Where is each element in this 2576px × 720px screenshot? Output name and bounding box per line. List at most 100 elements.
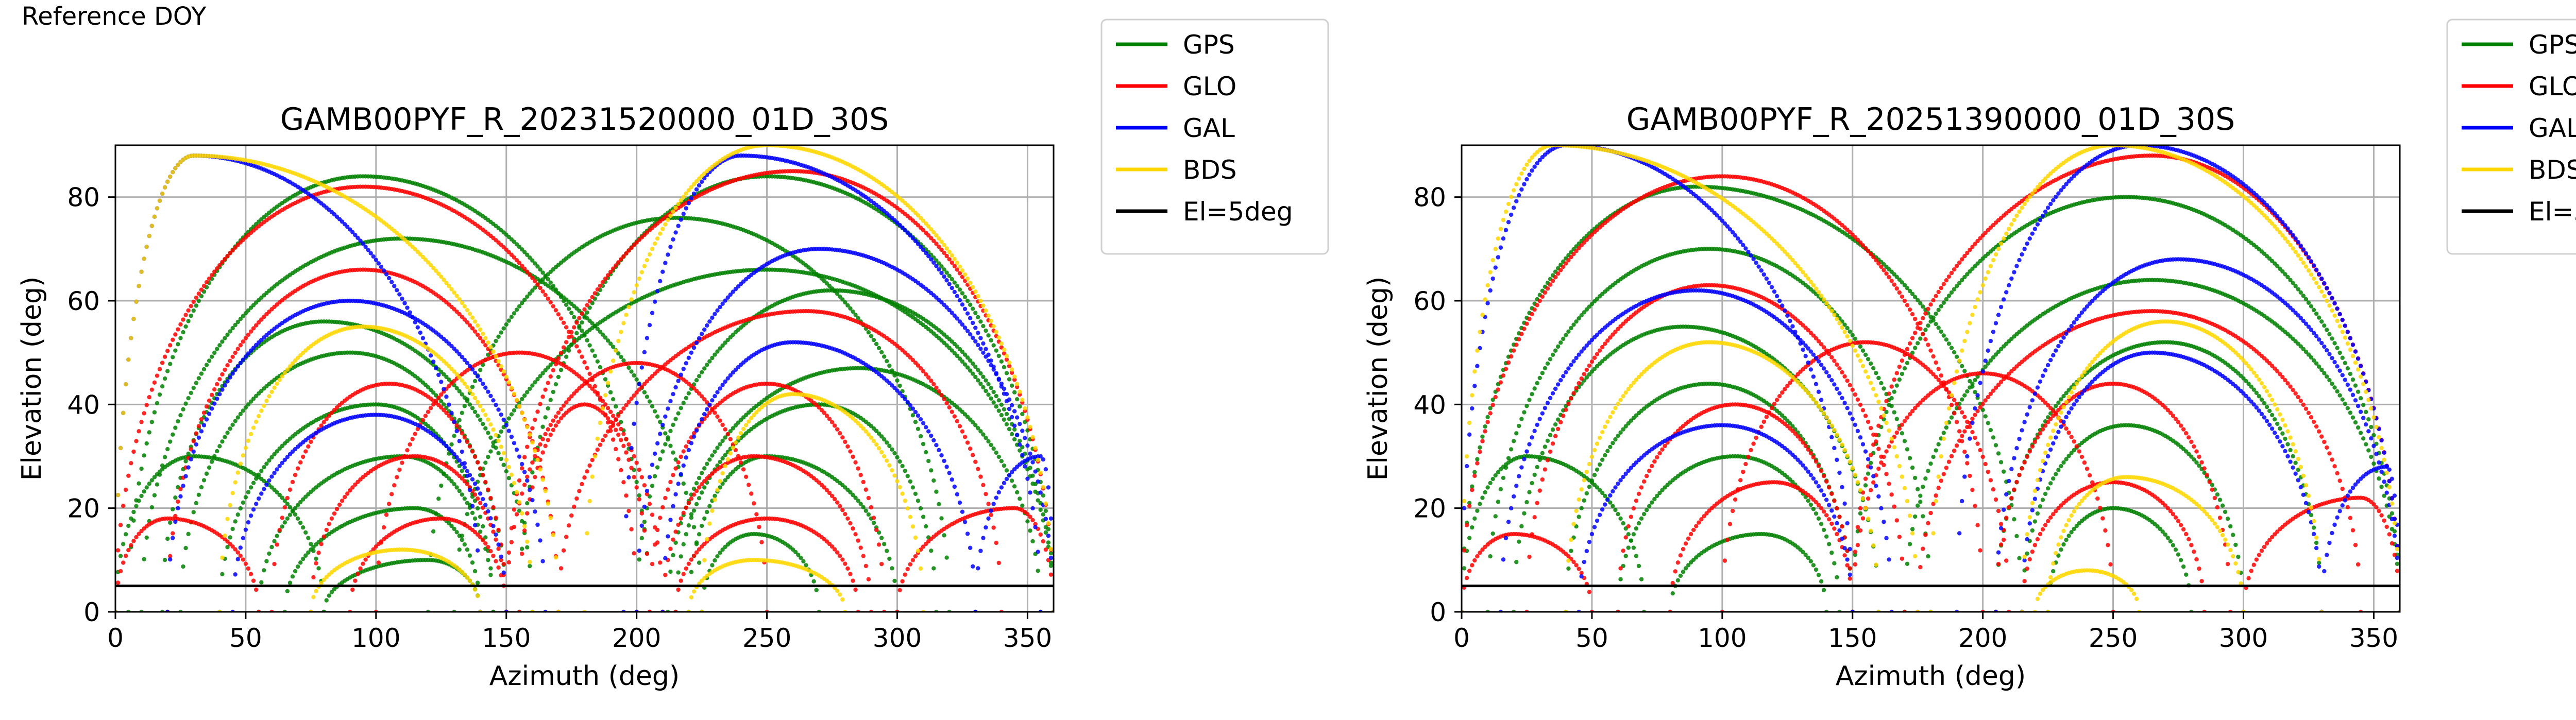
track-point [895, 378, 900, 383]
track-point [251, 396, 256, 401]
track-point [723, 427, 727, 432]
track-point [642, 350, 647, 354]
track-point [947, 471, 952, 475]
track-point [942, 274, 946, 279]
track-point [142, 489, 146, 494]
track-point [454, 485, 459, 490]
track-point [538, 267, 543, 272]
track-point [976, 315, 980, 320]
track-point [984, 525, 988, 530]
track-point [590, 457, 595, 462]
track-point [248, 305, 253, 310]
track-point [472, 379, 478, 384]
track-point [519, 301, 524, 305]
track-point [462, 395, 467, 400]
track-point [999, 485, 1004, 490]
track-point [428, 406, 433, 410]
track-point [723, 435, 727, 440]
track-point [481, 496, 485, 502]
track-point [616, 260, 621, 265]
track-point [1038, 532, 1043, 537]
track-point [152, 380, 157, 385]
track-point [955, 492, 960, 497]
track-point [1033, 469, 1038, 474]
track-point [243, 561, 248, 566]
track-point [282, 505, 287, 510]
track-point [710, 563, 715, 568]
track-point [246, 520, 251, 525]
track-point [642, 390, 647, 395]
track-point [923, 230, 928, 235]
track-point [970, 371, 975, 376]
track-point [663, 442, 668, 447]
track-point [994, 540, 998, 545]
track-point [519, 263, 524, 268]
track-point [684, 566, 688, 571]
track-point [679, 217, 683, 222]
track-point [741, 467, 746, 472]
track-point [1036, 569, 1040, 573]
track-point [882, 437, 887, 442]
track-point [804, 563, 808, 568]
track-point [629, 445, 634, 451]
track-point [616, 457, 621, 461]
track-point [186, 532, 191, 537]
track-point [986, 516, 991, 521]
track-point [1028, 528, 1032, 533]
track-point [944, 465, 949, 469]
track-point [540, 450, 545, 455]
track-point [126, 357, 131, 362]
track-point [147, 430, 151, 435]
track-point [595, 287, 600, 292]
track-point [1020, 453, 1025, 457]
track-point [519, 519, 524, 524]
track-point [650, 512, 655, 517]
track-point [168, 343, 173, 348]
track-point [614, 418, 618, 422]
track-point [316, 551, 321, 555]
track-point [1030, 460, 1035, 465]
track-point [720, 343, 725, 348]
track-point [725, 337, 730, 342]
track-point [605, 273, 611, 278]
track-point [392, 284, 397, 288]
track-point [600, 438, 605, 442]
track-point [684, 361, 688, 366]
track-point [679, 554, 683, 559]
track-point [472, 370, 478, 375]
track-point [991, 367, 996, 372]
track-point [947, 282, 952, 286]
track-point [201, 423, 207, 427]
track-point [454, 386, 459, 390]
track-point [679, 454, 683, 459]
track-point [460, 410, 464, 415]
track-point [215, 382, 219, 387]
track-point [611, 397, 616, 402]
track-point [871, 516, 876, 520]
track-point [257, 414, 261, 419]
track-point [530, 288, 535, 293]
track-point [501, 369, 506, 374]
track-point [991, 525, 996, 530]
track-point [491, 524, 496, 528]
track-point [525, 474, 530, 479]
track-point [853, 587, 858, 592]
track-point [903, 572, 907, 577]
track-point [736, 454, 741, 458]
track-point [137, 429, 141, 434]
track-point [472, 492, 478, 497]
track-point [611, 345, 616, 349]
track-point [449, 410, 454, 416]
track-point [634, 400, 639, 405]
track-point [548, 362, 553, 367]
track-point [460, 300, 464, 305]
track-point [155, 482, 160, 487]
track-point [913, 420, 918, 424]
track-point [679, 578, 683, 583]
track-point [676, 460, 681, 465]
track-point [705, 407, 709, 412]
track-point [681, 212, 686, 216]
track-point [478, 529, 483, 534]
track-point [496, 407, 501, 412]
track-point [587, 371, 592, 376]
